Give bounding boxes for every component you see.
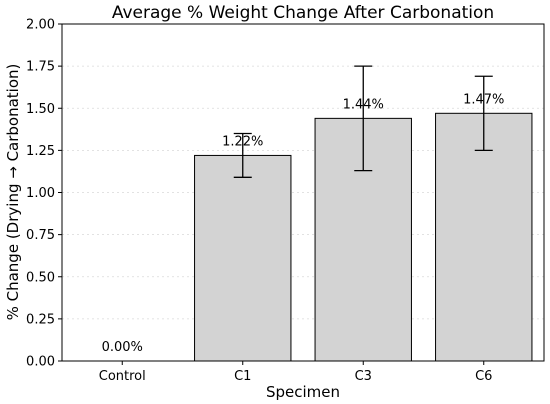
- y-tick-label: 1.25: [26, 144, 55, 159]
- x-axis-ticks: Control C1 C3 C6: [99, 361, 492, 384]
- data-label: 1.44%: [343, 97, 384, 112]
- data-label: 0.00%: [102, 340, 143, 355]
- error-bars: [233, 65, 493, 178]
- bars: [194, 112, 533, 362]
- y-tick-label: 0.25: [26, 312, 55, 327]
- y-axis-label: % Change (Drying → Carbonation): [4, 64, 22, 321]
- y-tick-label: 0.75: [26, 228, 55, 243]
- data-label: 1.47%: [463, 92, 504, 107]
- data-label: 1.22%: [222, 134, 263, 149]
- y-tick-label: 0.50: [26, 270, 55, 285]
- x-tick-label: C1: [234, 369, 251, 384]
- bar-c1: [194, 154, 292, 362]
- x-tick-label: Control: [99, 369, 146, 384]
- x-tick-label: C3: [355, 369, 372, 384]
- chart-title: Average % Weight Change After Carbonatio…: [112, 3, 494, 23]
- y-tick-label: 1.75: [26, 60, 55, 75]
- y-tick-label: 2.00: [26, 18, 55, 33]
- y-tick-label: 1.00: [26, 186, 55, 201]
- y-tick-label: 1.50: [26, 102, 55, 117]
- y-axis-ticks: 0.00 0.25 0.50 0.75 1.00 1.25 1.50 1.75 2.00: [26, 18, 62, 370]
- data-labels: 0.00% 1.22% 1.44% 1.47%: [102, 92, 505, 355]
- x-axis-label: Specimen: [266, 383, 340, 401]
- x-tick-label: C6: [475, 369, 492, 384]
- y-tick-label: 0.00: [26, 355, 55, 370]
